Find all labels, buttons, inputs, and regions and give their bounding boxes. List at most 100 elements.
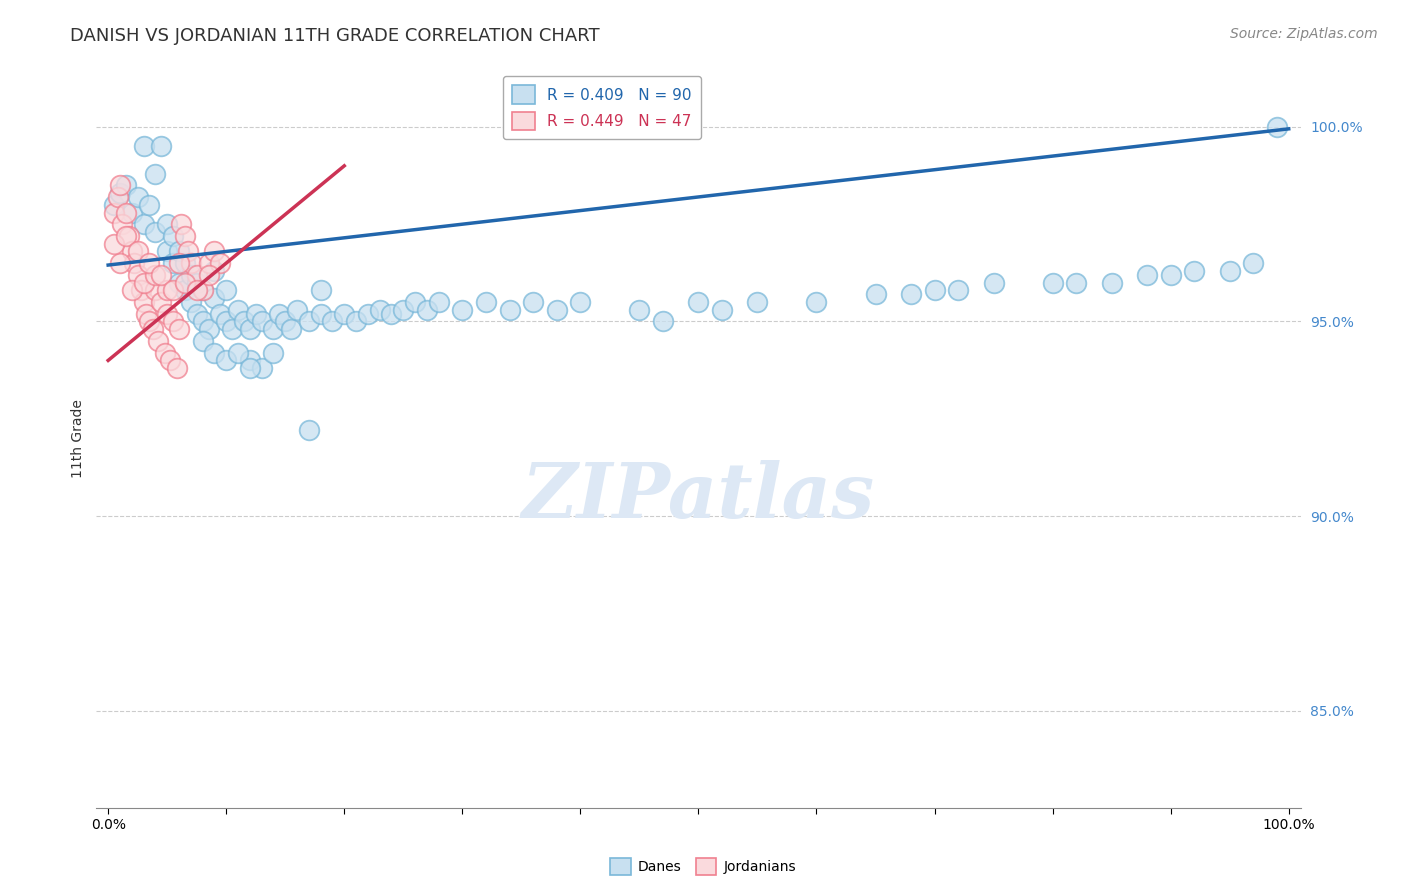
Text: Source: ZipAtlas.com: Source: ZipAtlas.com [1230, 27, 1378, 41]
Point [309, 307, 332, 321]
Point [197, 322, 219, 336]
Point [145, 225, 167, 239]
Point [121, 244, 143, 259]
Point [451, 302, 474, 317]
Point [146, 334, 169, 348]
Point [108, 178, 131, 193]
Point [569, 295, 592, 310]
Point [274, 314, 297, 328]
Point [118, 228, 141, 243]
Point [107, 190, 129, 204]
Point [946, 284, 969, 298]
Point [1101, 276, 1123, 290]
Point [416, 302, 439, 317]
Point [298, 424, 321, 438]
Point [191, 284, 214, 298]
Legend: Danes, Jordanians: Danes, Jordanians [605, 853, 801, 880]
Point [191, 334, 214, 348]
Point [108, 186, 131, 200]
Point [900, 287, 922, 301]
Point [1219, 264, 1241, 278]
Point [1064, 276, 1087, 290]
Point [368, 302, 391, 317]
Point [202, 244, 225, 259]
Point [202, 264, 225, 278]
Legend: R = 0.409   N = 90, R = 0.449   N = 47: R = 0.409 N = 90, R = 0.449 N = 47 [503, 76, 702, 139]
Y-axis label: 11th Grade: 11th Grade [72, 399, 86, 478]
Point [1241, 256, 1264, 270]
Point [132, 276, 155, 290]
Point [129, 284, 152, 298]
Point [197, 268, 219, 282]
Point [232, 314, 254, 328]
Point [1265, 120, 1288, 134]
Point [156, 217, 179, 231]
Point [262, 322, 284, 336]
Point [162, 314, 184, 328]
Point [170, 217, 193, 231]
Point [166, 361, 188, 376]
Point [150, 295, 173, 310]
Point [269, 307, 291, 321]
Point [108, 256, 131, 270]
Point [215, 353, 238, 368]
Point [127, 268, 149, 282]
Point [404, 295, 426, 310]
Text: DANISH VS JORDANIAN 11TH GRADE CORRELATION CHART: DANISH VS JORDANIAN 11TH GRADE CORRELATI… [70, 27, 600, 45]
Point [652, 314, 675, 328]
Point [309, 284, 332, 298]
Point [115, 178, 138, 193]
Point [221, 322, 243, 336]
Point [159, 353, 181, 368]
Point [711, 302, 734, 317]
Point [298, 314, 321, 328]
Point [162, 256, 184, 270]
Point [191, 284, 214, 298]
Point [132, 139, 155, 153]
Point [688, 295, 710, 310]
Point [127, 190, 149, 204]
Point [127, 244, 149, 259]
Point [357, 307, 380, 321]
Point [142, 322, 165, 336]
Point [103, 205, 125, 219]
Point [983, 276, 1005, 290]
Point [215, 314, 238, 328]
Point [121, 205, 143, 219]
Point [226, 302, 249, 317]
Point [806, 295, 828, 310]
Text: ZIPatlas: ZIPatlas [522, 460, 875, 534]
Point [209, 256, 232, 270]
Point [202, 291, 225, 305]
Point [239, 361, 262, 376]
Point [747, 295, 769, 310]
Point [427, 295, 450, 310]
Point [138, 256, 160, 270]
Point [262, 345, 284, 359]
Point [1042, 276, 1064, 290]
Point [186, 268, 208, 282]
Point [132, 217, 155, 231]
Point [162, 228, 184, 243]
Point [145, 284, 167, 298]
Point [280, 322, 302, 336]
Point [865, 287, 887, 301]
Point [197, 256, 219, 270]
Point [122, 256, 145, 270]
Point [103, 236, 125, 251]
Point [162, 284, 184, 298]
Point [924, 284, 946, 298]
Point [138, 198, 160, 212]
Point [145, 167, 167, 181]
Point [115, 228, 138, 243]
Point [285, 302, 308, 317]
Point [156, 244, 179, 259]
Point [321, 314, 343, 328]
Point [174, 276, 197, 290]
Point [1182, 264, 1205, 278]
Point [111, 217, 134, 231]
Point [215, 284, 238, 298]
Point [138, 314, 160, 328]
Point [174, 284, 197, 298]
Point [1136, 268, 1159, 282]
